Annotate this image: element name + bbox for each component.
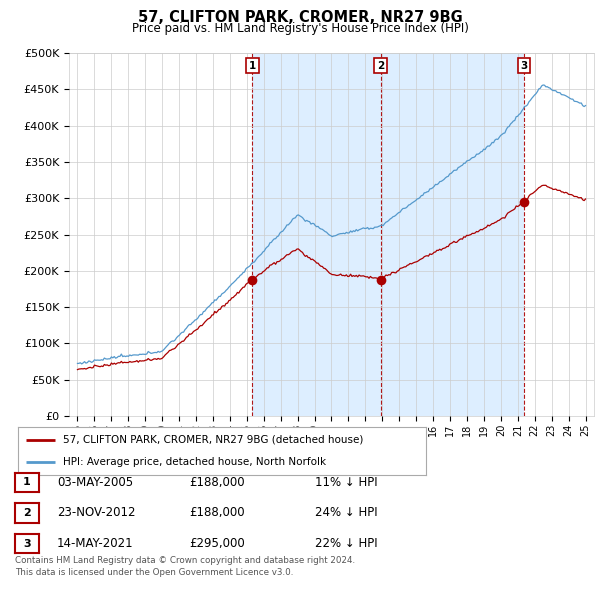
- Text: 57, CLIFTON PARK, CROMER, NR27 9BG (detached house): 57, CLIFTON PARK, CROMER, NR27 9BG (deta…: [63, 435, 363, 445]
- Text: Contains HM Land Registry data © Crown copyright and database right 2024.
This d: Contains HM Land Registry data © Crown c…: [15, 556, 355, 577]
- Text: 2: 2: [23, 508, 31, 518]
- Text: £295,000: £295,000: [189, 537, 245, 550]
- Text: 1: 1: [23, 477, 31, 487]
- Text: £188,000: £188,000: [189, 476, 245, 489]
- Text: HPI: Average price, detached house, North Norfolk: HPI: Average price, detached house, Nort…: [63, 457, 326, 467]
- Bar: [253, 53, 524, 416]
- Text: 22% ↓ HPI: 22% ↓ HPI: [315, 537, 377, 550]
- Text: 1: 1: [249, 61, 256, 71]
- Text: 3: 3: [520, 61, 527, 71]
- Text: 2: 2: [377, 61, 384, 71]
- Text: 3: 3: [23, 539, 31, 549]
- Text: Price paid vs. HM Land Registry's House Price Index (HPI): Price paid vs. HM Land Registry's House …: [131, 22, 469, 35]
- Text: 24% ↓ HPI: 24% ↓ HPI: [315, 506, 377, 519]
- Text: £188,000: £188,000: [189, 506, 245, 519]
- Text: 57, CLIFTON PARK, CROMER, NR27 9BG: 57, CLIFTON PARK, CROMER, NR27 9BG: [137, 10, 463, 25]
- Text: 14-MAY-2021: 14-MAY-2021: [57, 537, 134, 550]
- Text: 03-MAY-2005: 03-MAY-2005: [57, 476, 133, 489]
- Text: 11% ↓ HPI: 11% ↓ HPI: [315, 476, 377, 489]
- Text: 23-NOV-2012: 23-NOV-2012: [57, 506, 136, 519]
